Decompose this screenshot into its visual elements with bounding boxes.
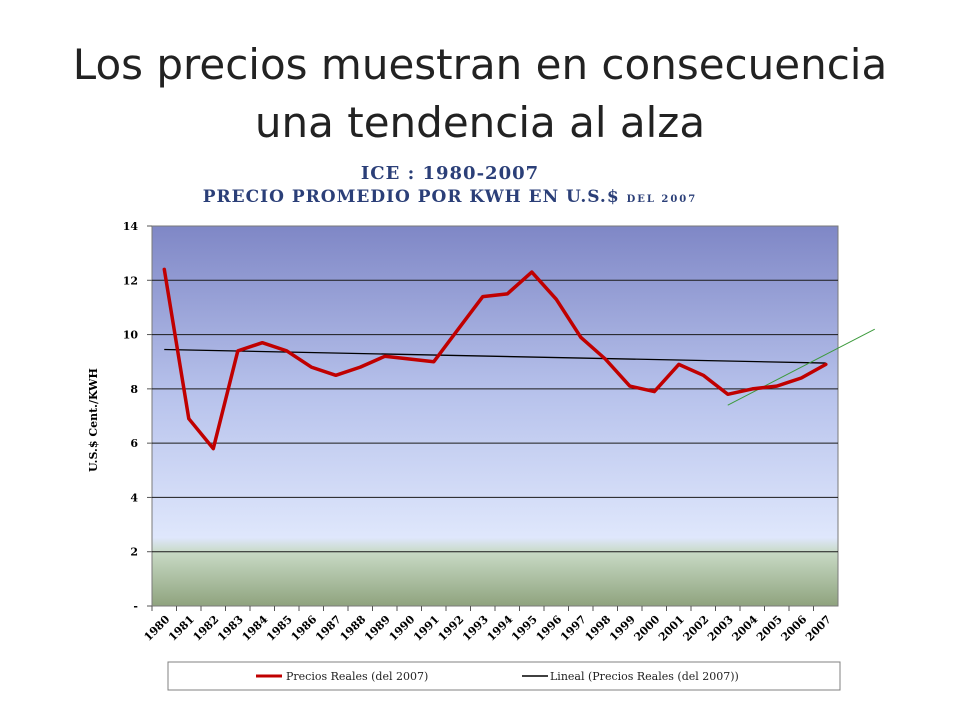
y-tick-label: 2 xyxy=(130,546,138,559)
x-tick-label: 1988 xyxy=(338,613,369,644)
x-tick-label: 2007 xyxy=(803,613,834,644)
y-axis-label: U.S.$ Cent./KWH xyxy=(87,368,100,472)
x-tick-label: 1991 xyxy=(411,613,442,644)
x-tick-label: 1993 xyxy=(460,613,491,644)
x-tick-label: 2002 xyxy=(681,613,712,644)
x-tick-label: 2006 xyxy=(779,613,810,644)
x-tick-label: 1999 xyxy=(607,613,638,644)
x-tick-label: 1986 xyxy=(289,613,320,644)
x-tick-label: 1984 xyxy=(240,613,271,644)
x-tick-label: 2004 xyxy=(730,613,761,644)
x-tick-label: 1998 xyxy=(583,613,614,644)
plot-area xyxy=(151,225,839,607)
x-tick-label: 1990 xyxy=(387,613,418,644)
y-tick-label: 6 xyxy=(130,437,138,450)
gridlines xyxy=(152,279,838,553)
x-tick-label: 1989 xyxy=(362,613,393,644)
legend-label-series-1: Precios Reales (del 2007) xyxy=(286,670,428,683)
x-tick-label: 1997 xyxy=(558,613,589,644)
x-tick-label: 2001 xyxy=(656,613,687,644)
chart-title: ICE : 1980-2007 xyxy=(360,163,540,184)
legend-label-series-2: Lineal (Precios Reales (del 2007)) xyxy=(550,670,739,683)
slide-title-line-2: una tendencia al alza xyxy=(254,98,706,147)
y-tick-label: 10 xyxy=(123,329,139,342)
slide-title-line-1: Los precios muestran en consecuencia xyxy=(72,40,888,89)
chart-title-block: ICE : 1980-2007 PRECIO PROMEDIO POR KWH … xyxy=(100,162,960,211)
y-tick-label: 12 xyxy=(123,274,138,287)
series-layer xyxy=(162,267,875,451)
x-tick-label: 1982 xyxy=(191,613,222,644)
x-tick-label: 1985 xyxy=(264,613,295,644)
chart-subtitle-suffix: DEL 2007 xyxy=(626,194,698,205)
x-tick-label: 1981 xyxy=(166,613,197,644)
legend-box xyxy=(167,661,841,691)
series-line-precios-reales xyxy=(162,267,828,451)
x-tick-label: 1987 xyxy=(313,613,344,644)
x-tick-label: 1980 xyxy=(142,613,173,644)
x-tick-label: 2000 xyxy=(632,613,663,644)
trend-line xyxy=(164,348,826,364)
annotation-trend-line xyxy=(727,328,875,406)
x-tick-label: 1994 xyxy=(485,613,516,644)
slide-title: Los precios muestran en consecuencia una… xyxy=(40,36,920,152)
x-tick-label: 1992 xyxy=(436,613,467,644)
x-axis-ticks: 1980198119821983198419851986198719881989… xyxy=(142,606,834,644)
legend: Precios Reales (del 2007) Lineal (Precio… xyxy=(167,661,841,691)
x-tick-label: 2003 xyxy=(705,613,736,644)
chart-subtitle-text: PRECIO PROMEDIO POR KWH EN U.S.$ xyxy=(202,187,620,207)
y-axis-ticks: - 2 4 6 8 10 12 14 xyxy=(123,220,152,613)
y-tick-label: 8 xyxy=(130,383,138,396)
x-tick-label: 1995 xyxy=(509,613,540,644)
x-tick-label: 1983 xyxy=(215,613,246,644)
y-tick-label: - xyxy=(133,600,138,613)
x-tick-label: 1996 xyxy=(534,613,565,644)
y-tick-label: 4 xyxy=(130,491,138,504)
chart-subtitle: PRECIO PROMEDIO POR KWH EN U.S.$ DEL 200… xyxy=(100,186,800,211)
y-tick-label: 14 xyxy=(123,220,139,233)
x-tick-label: 2005 xyxy=(754,613,785,644)
